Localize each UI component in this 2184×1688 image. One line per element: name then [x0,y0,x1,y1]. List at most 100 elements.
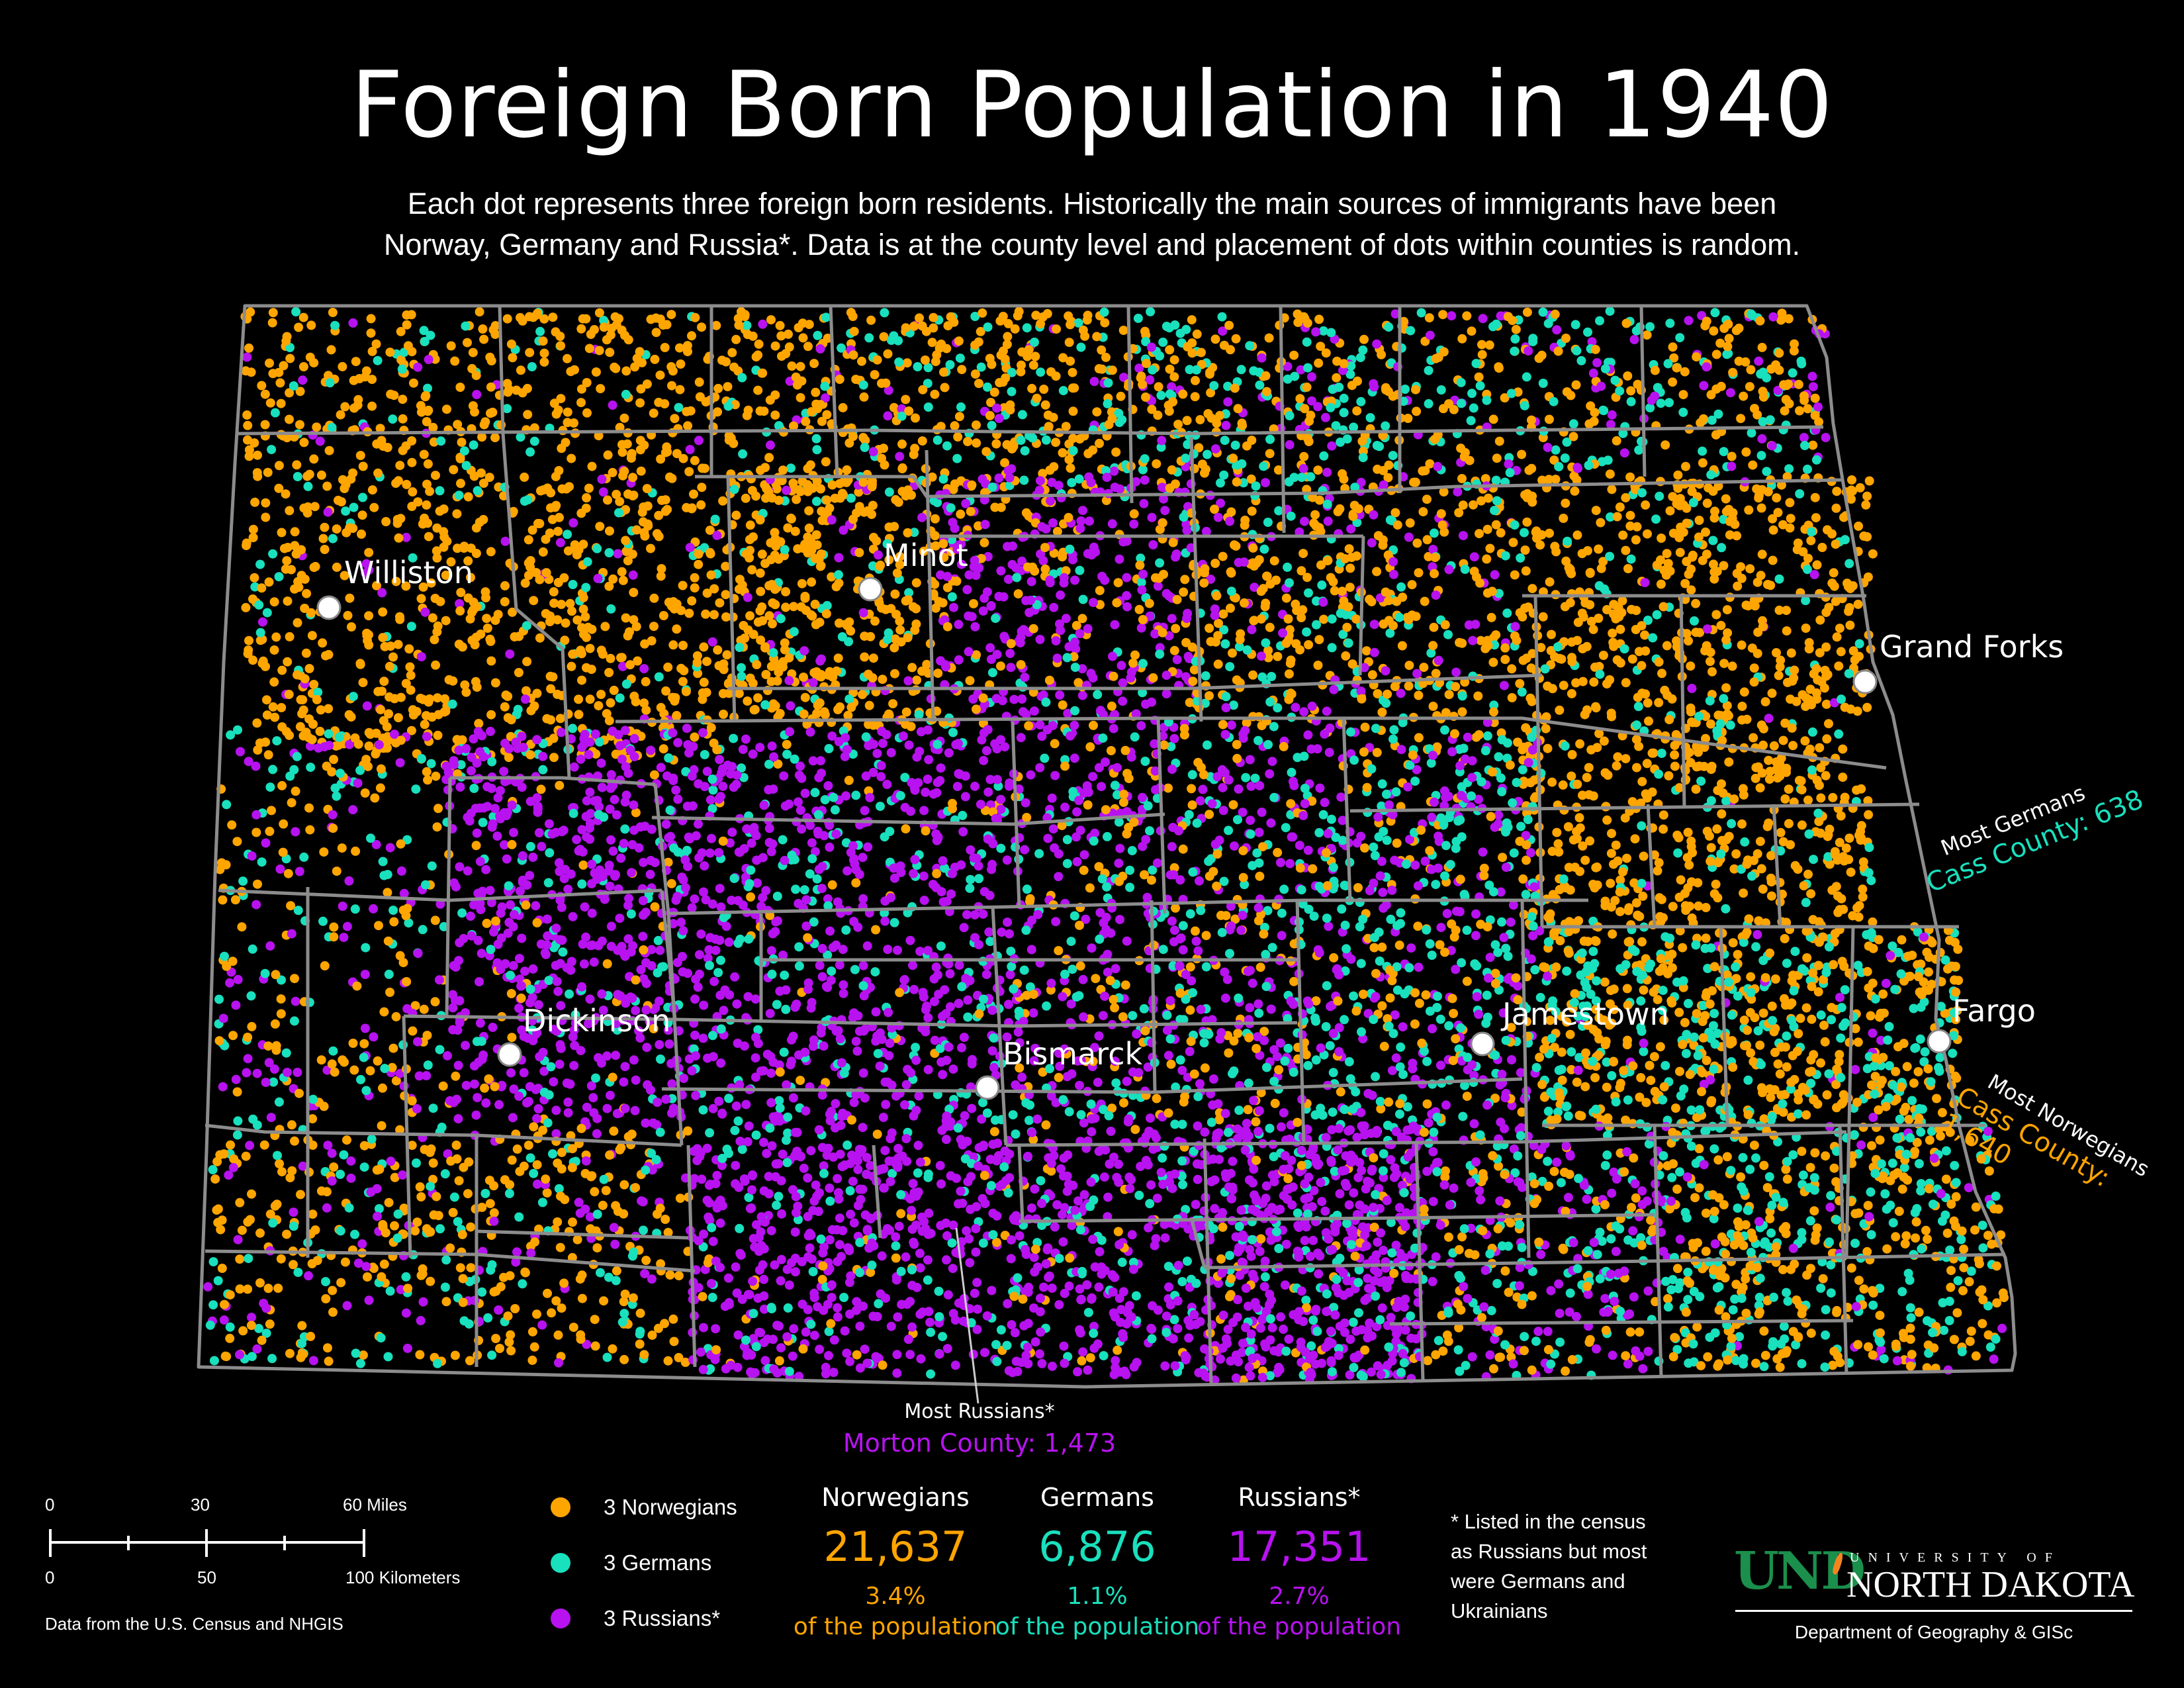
population-dot [1659,602,1668,612]
population-dot [1221,692,1231,702]
population-dot [731,510,741,520]
population-dot [1807,765,1817,775]
population-dot [1030,338,1039,347]
population-dot [493,793,503,803]
population-dot [253,471,263,481]
population-dot [446,341,456,351]
population-dot [430,915,440,925]
population-dot [659,320,668,330]
population-dot [348,318,358,328]
population-dot [1547,847,1557,857]
population-dot [1810,393,1820,403]
population-dot [1001,373,1011,383]
population-dot [683,421,693,431]
population-dot [218,1082,228,1092]
population-dot [1610,896,1620,906]
population-dot [1730,520,1740,530]
population-dot [1390,309,1400,319]
population-dot [606,698,615,708]
population-dot [322,481,332,491]
population-dot [1653,383,1662,393]
population-dot [1087,550,1097,560]
population-dot [1083,624,1093,633]
population-dot [789,627,799,637]
population-dot [1212,418,1222,428]
population-dot [1329,684,1339,694]
population-dot [1691,598,1701,608]
population-dot [348,1039,358,1048]
population-dot [1559,874,1569,884]
population-dot [285,771,295,781]
population-dot [1795,489,1805,498]
population-dot [309,563,319,573]
population-dot [278,847,288,857]
population-dot [1107,365,1117,375]
population-dot [319,1102,329,1111]
population-dot [1209,381,1219,391]
population-dot [1041,435,1051,445]
population-dot [1827,579,1837,588]
population-dot [617,755,627,764]
population-dot [1047,477,1057,487]
population-dot [811,434,821,444]
population-dot [1866,876,1876,886]
population-dot [316,705,326,715]
population-dot [1055,690,1065,700]
population-dot [585,643,595,653]
population-dot [860,442,870,452]
population-dot [1428,702,1438,711]
population-dot [364,565,374,575]
population-dot [897,404,907,414]
population-dot [247,851,257,861]
population-dot [1588,624,1598,634]
population-dot [1692,762,1702,772]
population-dot [470,407,479,417]
population-dot [1327,643,1337,653]
population-dot [367,485,377,495]
population-dot [1314,358,1324,368]
population-dot [1675,500,1685,510]
population-dot [539,348,549,358]
population-dot [281,1048,291,1058]
population-dot [1574,813,1584,823]
population-dot [1800,736,1810,746]
population-dot [1758,367,1768,377]
population-dot [619,1077,629,1087]
population-dot [243,420,253,430]
population-dot [582,378,592,387]
population-dot [466,912,475,921]
population-dot [629,588,639,597]
population-dot [1339,474,1349,484]
population-dot [1457,474,1467,483]
population-dot [1551,475,1561,485]
population-dot [568,724,578,733]
population-dot [884,522,894,532]
population-dot [674,402,684,412]
population-dot [439,504,449,514]
population-dot [1284,477,1294,487]
population-dot [1248,543,1258,553]
population-dot [745,673,755,683]
population-dot [1345,369,1355,379]
population-dot [340,571,349,581]
population-dot [455,606,465,616]
population-dot [1187,642,1197,652]
population-dot [364,741,374,751]
population-dot [430,635,439,645]
population-dot [1575,739,1585,749]
population-dot [1347,381,1357,391]
population-dot [1406,326,1416,336]
population-dot [1647,395,1657,405]
population-dot [362,628,372,638]
population-dot [1528,337,1538,347]
population-dot [895,451,905,461]
population-dot [1588,880,1598,889]
population-dot [1561,498,1570,508]
population-dot [359,1053,369,1062]
population-dot [265,941,275,951]
population-dot [1766,851,1776,861]
population-dot [426,578,436,588]
population-dot [1698,458,1707,468]
population-dot [329,932,339,942]
population-dot [391,479,401,489]
